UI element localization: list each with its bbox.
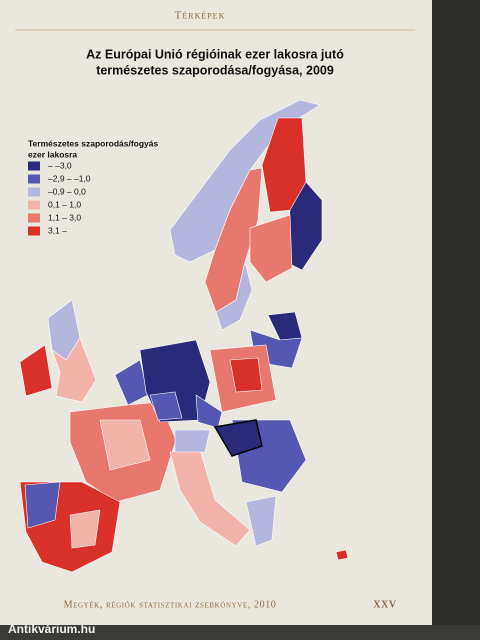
region [169,449,251,547]
region [335,549,349,561]
region [19,344,53,397]
legend-label: 1,1 – 3,0 [48,212,81,222]
watermark: Antikvárium.hu [8,622,95,636]
legend-label: 0,1 – 1,0 [48,199,81,209]
legend-items: – –3,0 –2,9 – –1,0 –0,9 – 0,0 0,1 – 1,0 1,1 … [28,160,91,236]
legend-label: 3,1 – [48,225,67,235]
legend-title: ezer lakosra [28,149,77,159]
legend-swatch [28,226,40,236]
legend-label: – –3,0 [48,160,72,170]
legend-label: –2,9 – –1,0 [48,173,91,183]
legend-swatch [28,213,40,223]
page-edge [432,0,480,625]
region [51,337,97,403]
region [213,419,263,457]
legend-swatch [28,187,40,197]
region [99,419,151,471]
region [215,261,253,331]
region [249,214,293,283]
footer-book: Megyék, régiók statisztikai zsebkönyve, … [64,599,277,610]
footer-page: XXV [373,599,397,610]
region [229,357,263,393]
legend: Természetes szaporodás/fogyás ezer lakos… [28,138,158,236]
section-header: Térképek [175,10,226,22]
region [174,429,211,453]
region [24,481,61,529]
legend-label: –0,9 – 0,0 [48,186,86,196]
legend-swatch [28,200,40,210]
legend-swatch [28,174,40,184]
map-title: Az Európai Unió régióinak ezer lakosra j… [86,47,344,61]
legend-title: Természetes szaporodás/fogyás [28,138,158,148]
map [19,99,349,573]
map-title: természetes szaporodása/fogyása, 2009 [96,63,334,77]
region [69,509,101,549]
legend-swatch [28,161,40,171]
region [149,391,183,421]
region [245,495,277,547]
